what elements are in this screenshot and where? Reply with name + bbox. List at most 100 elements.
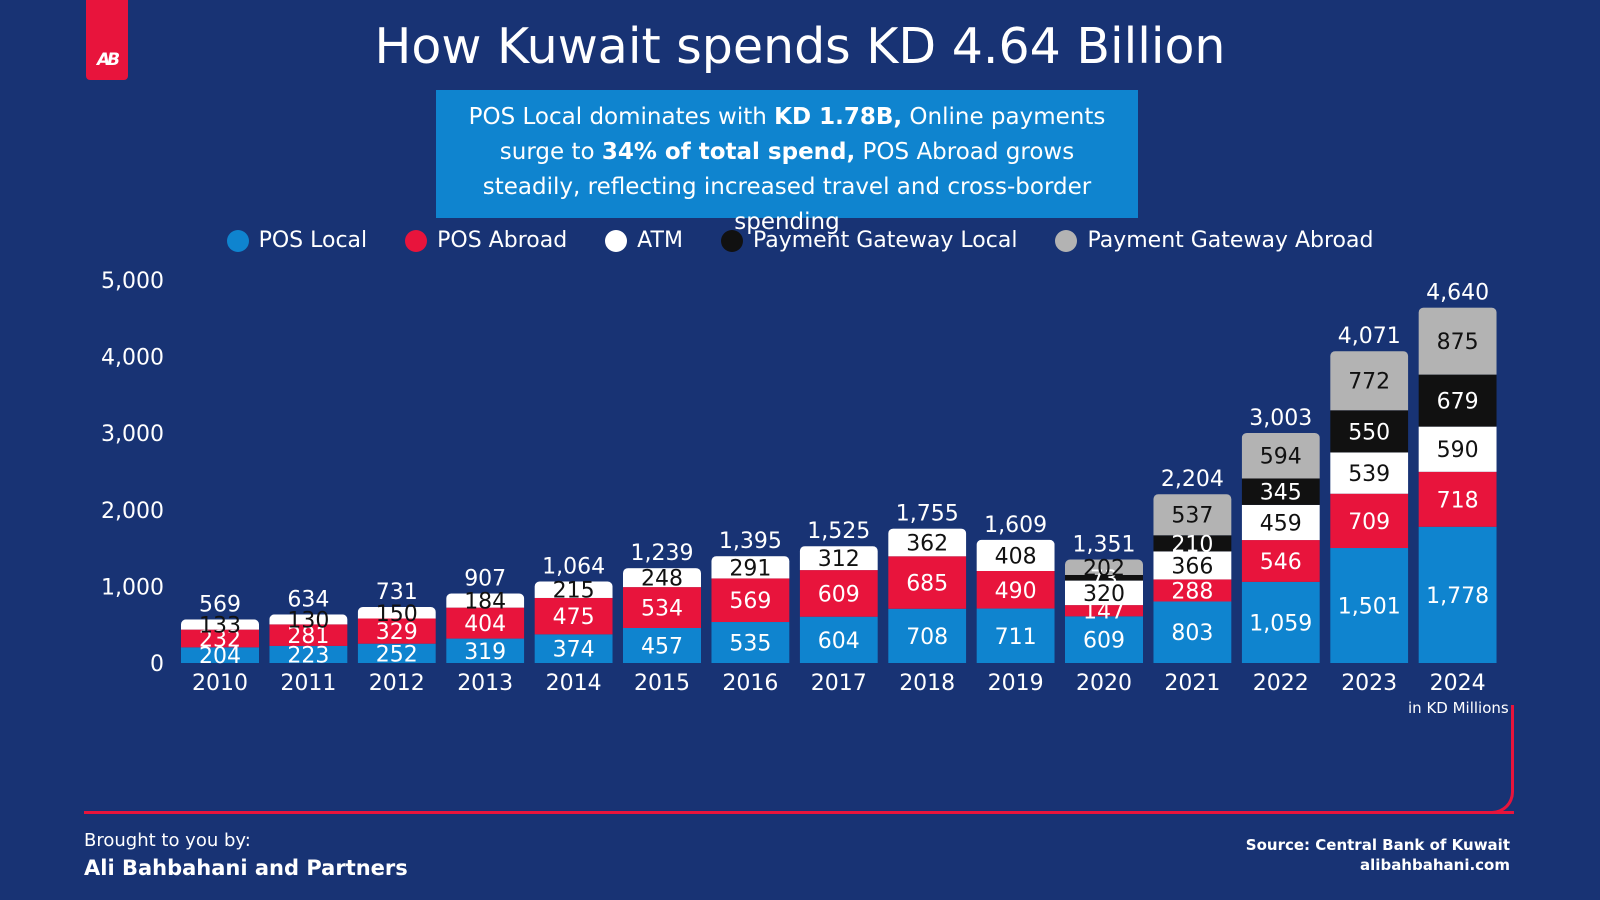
segment-label-pos-abroad: 490	[995, 579, 1037, 604]
bar-segment-pos-local	[976, 608, 1055, 663]
bar-segment-pos-abroad	[1330, 493, 1409, 549]
total-label: 569	[199, 592, 241, 617]
x-tick-label: 2014	[546, 671, 602, 696]
subtitle-part-3: POS Abroad grows steadily, reflecting in…	[482, 139, 1092, 235]
legend-label: Payment Gateway Local	[752, 228, 1018, 253]
segment-label-pos-local: 457	[641, 634, 683, 659]
legend-label: ATM	[637, 228, 683, 253]
total-label: 1,351	[1073, 533, 1136, 558]
segment-label-atm: 130	[287, 608, 329, 633]
total-label: 1,064	[542, 554, 605, 579]
chart-title: How Kuwait spends KD 4.64 Billion	[374, 18, 1226, 75]
brought-by-label: Brought to you by:	[84, 830, 251, 851]
footer-divider	[84, 811, 1514, 814]
segment-label-payment-gateway-abroad: 537	[1171, 504, 1213, 529]
segment-label-payment-gateway-abroad: 202	[1083, 556, 1125, 581]
x-tick-label: 2012	[369, 671, 425, 696]
bar-segment-atm	[711, 556, 790, 579]
segment-label-pos-local: 1,059	[1249, 611, 1312, 636]
bar-segment-pos-abroad	[1241, 540, 1320, 582]
x-tick-label: 2022	[1253, 671, 1309, 696]
bar-segment-pos-local	[269, 645, 348, 663]
segment-label-pos-local: 609	[1083, 629, 1125, 654]
segment-label-pos-local: 803	[1171, 621, 1213, 646]
total-label: 3,003	[1249, 406, 1312, 431]
bar-segment-pos-abroad	[1065, 605, 1143, 617]
bar-segment-pos-abroad	[799, 570, 878, 617]
bar-segment-pos-abroad	[711, 578, 790, 623]
subtitle-part-1: POS Local dominates with	[468, 104, 775, 130]
segment-label-pos-local: 223	[287, 643, 329, 668]
x-tick-label: 2023	[1341, 671, 1397, 696]
segment-label-pos-local: 204	[199, 644, 241, 669]
segment-label-atm: 215	[553, 579, 595, 604]
logo-text: AB	[96, 50, 120, 70]
segment-label-atm: 320	[1083, 582, 1125, 607]
subtitle-box: POS Local dominates with KD 1.78B, Onlin…	[436, 90, 1138, 235]
bar-segment-pos-local	[357, 643, 436, 663]
segment-label-atm: 248	[641, 567, 683, 592]
total-label: 1,239	[631, 541, 694, 566]
x-tick-label: 2020	[1076, 671, 1132, 696]
bar-segment-atm	[1241, 504, 1320, 541]
segment-label-pos-abroad: 329	[376, 620, 418, 645]
bar-segment-atm	[976, 539, 1055, 572]
total-label: 1,525	[807, 519, 870, 544]
legend-item-payment-gateway-abroad: Payment Gateway Abroad	[1055, 228, 1373, 253]
y-tick-label: 2,000	[101, 499, 164, 524]
bar-segment-pos-abroad	[1153, 579, 1232, 602]
x-tick-label: 2013	[457, 671, 513, 696]
bar-segment-payment-gateway-abroad	[1153, 494, 1232, 536]
legend-item-pos-abroad: POS Abroad	[405, 228, 567, 253]
segment-label-pos-local: 319	[464, 640, 506, 665]
bar-segment-pos-local	[1241, 581, 1320, 663]
bar-segment-atm	[269, 614, 348, 625]
bar-segment-pos-abroad	[976, 571, 1055, 609]
bar-stack-2024	[1418, 307, 1497, 663]
bar-segment-pos-local	[799, 616, 878, 663]
x-tick-label: 2016	[722, 671, 778, 696]
bar-segment-payment-gateway-local	[1241, 478, 1320, 505]
segment-label-pos-local: 535	[729, 632, 771, 657]
segment-label-pos-local: 252	[376, 642, 418, 667]
bar-stack-2011	[269, 614, 348, 663]
subtitle-bold-1: KD 1.78B,	[774, 104, 903, 130]
legend-label: Payment Gateway Abroad	[1087, 228, 1374, 253]
bar-segment-payment-gateway-abroad	[1065, 559, 1143, 575]
legend-item-payment-gateway-local: Payment Gateway Local	[720, 228, 1018, 253]
segment-label-payment-gateway-local: 73	[1090, 567, 1118, 592]
legend-swatch	[1055, 229, 1078, 252]
segment-label-payment-gateway-abroad: 594	[1260, 445, 1302, 470]
bar-stack-2014	[534, 581, 613, 663]
bar-segment-payment-gateway-local	[1065, 574, 1143, 581]
x-tick-label: 2021	[1164, 671, 1220, 696]
bar-segment-pos-local	[1065, 616, 1143, 663]
segment-label-payment-gateway-abroad: 772	[1348, 370, 1390, 395]
bar-segment-atm	[623, 568, 701, 588]
bar-segment-atm	[181, 619, 259, 630]
bar-segment-pos-local	[1330, 548, 1409, 663]
bar-stack-2019	[976, 539, 1055, 663]
bar-stack-2020	[1065, 559, 1143, 663]
bar-segment-pos-local	[534, 634, 613, 663]
bar-segment-pos-local	[446, 638, 525, 663]
bar-segment-pos-abroad	[534, 597, 613, 635]
legend-swatch	[405, 229, 428, 252]
bar-segment-atm	[799, 546, 878, 571]
segment-label-atm: 366	[1171, 554, 1213, 579]
source-label: Source: Central Bank of Kuwait	[1245, 836, 1510, 854]
bar-segment-pos-local	[888, 608, 967, 663]
segment-label-pos-abroad: 546	[1260, 550, 1302, 575]
bar-segment-pos-abroad	[623, 587, 701, 628]
website-link[interactable]: alibahbahani.com	[1360, 856, 1510, 874]
x-tick-label: 2019	[988, 671, 1044, 696]
bar-stack-2018	[888, 528, 967, 663]
segment-label-payment-gateway-local: 210	[1171, 532, 1213, 557]
segment-label-pos-abroad: 232	[199, 627, 241, 652]
bar-stack-2016	[711, 556, 790, 663]
x-tick-label: 2018	[899, 671, 955, 696]
y-tick-label: 5,000	[101, 269, 164, 294]
total-label: 1,609	[984, 513, 1047, 538]
legend-label: POS Local	[258, 228, 368, 253]
bar-segment-atm	[446, 593, 525, 608]
